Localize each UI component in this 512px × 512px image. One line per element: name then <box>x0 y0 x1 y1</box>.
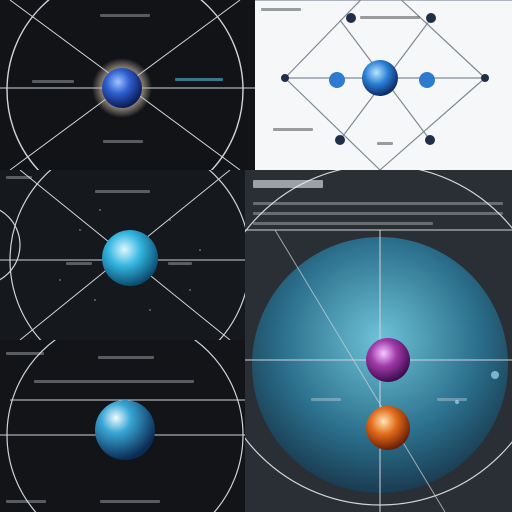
text-stripe <box>311 398 341 401</box>
text-stripe <box>6 500 46 503</box>
text-stripe <box>95 190 150 193</box>
network-node-icon <box>481 74 489 82</box>
text-stripe <box>100 14 150 17</box>
text-stripe <box>253 202 503 205</box>
text-stripe <box>66 262 92 265</box>
panel-mid-left <box>0 170 245 340</box>
orbit-diagram-top-left <box>0 0 255 170</box>
droplet-orb-icon <box>102 230 158 286</box>
network-node-icon <box>335 135 345 145</box>
planet-orb-icon <box>95 400 155 460</box>
text-stripe <box>377 142 393 145</box>
text-stripe <box>34 380 194 383</box>
text-stripe <box>253 212 503 215</box>
orbit-diagram-bottom-left <box>0 340 245 512</box>
panel-top-left <box>0 0 255 170</box>
orb-orange-icon <box>366 406 410 450</box>
text-stripe <box>98 356 154 359</box>
network-diagram <box>255 0 512 170</box>
orbit-diagram-mid-left <box>0 170 245 340</box>
text-stripe <box>32 80 74 83</box>
text-stripe <box>175 78 223 81</box>
panel-bottom-right <box>245 170 512 512</box>
orbit-diagram-bottom-right <box>245 170 512 512</box>
network-node-icon <box>329 72 345 88</box>
orb-purple-icon <box>366 338 410 382</box>
network-node-icon <box>419 72 435 88</box>
text-stripe <box>6 176 32 179</box>
text-stripe <box>103 140 143 143</box>
panel-bottom-left <box>0 340 245 512</box>
planet-orb-icon <box>102 68 142 108</box>
network-node-icon <box>346 13 356 23</box>
network-node-icon <box>362 60 398 96</box>
text-stripe <box>168 262 192 265</box>
text-stripe <box>253 222 433 225</box>
text-stripe <box>253 180 323 188</box>
panel-top-right <box>255 0 512 170</box>
network-node-icon <box>281 74 289 82</box>
text-stripe <box>100 500 160 503</box>
text-stripe <box>360 16 420 19</box>
text-stripe <box>437 398 467 401</box>
network-node-icon <box>425 135 435 145</box>
text-stripe <box>273 128 313 131</box>
network-node-icon <box>426 13 436 23</box>
text-stripe <box>6 352 44 355</box>
text-stripe <box>261 8 301 11</box>
